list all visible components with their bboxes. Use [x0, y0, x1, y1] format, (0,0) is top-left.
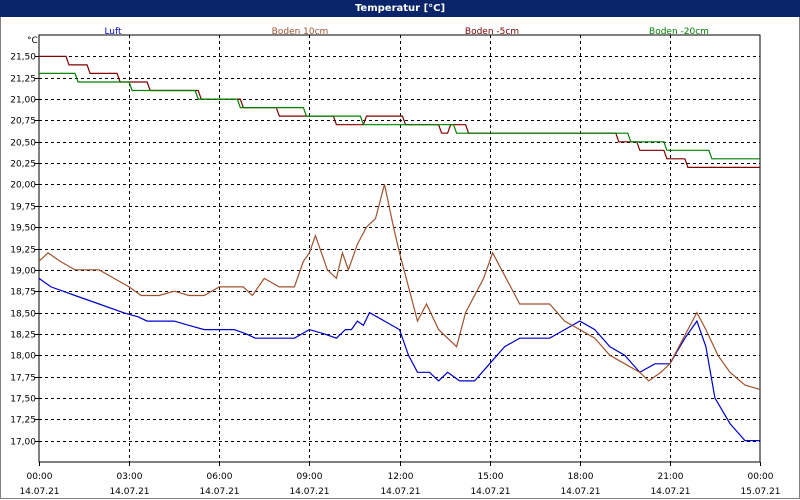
y-axis-label: °C	[27, 36, 38, 46]
y-tick-label: 21,25	[10, 75, 36, 85]
x-tick-time-label: 18:00	[568, 472, 594, 482]
y-tick-label: 21,00	[10, 96, 36, 106]
x-tick-date-label: 14.07.21	[560, 487, 600, 497]
x-tick-date-label: 14.07.21	[109, 487, 149, 497]
x-tick-time-label: 09:00	[297, 472, 323, 482]
y-tick-label: 20,75	[10, 117, 36, 127]
x-tick-date-label: 14.07.21	[650, 487, 690, 497]
y-tick-label: 19,75	[10, 203, 36, 213]
x-tick-time-label: 15:00	[478, 472, 504, 482]
y-tick-label: 17,75	[10, 374, 36, 384]
series-line-luft	[38, 277, 760, 442]
y-tick-label: 17,00	[10, 438, 36, 448]
window-title: Temperatur [°C]	[0, 0, 800, 17]
series-line-boden-5cm	[39, 55, 760, 168]
y-tick-label: 18,75	[10, 288, 36, 298]
y-tick-label: 20,25	[10, 160, 36, 170]
temperature-chart: 17,00 17,25 17,50 17,75 18,00 18,25 18,50 18,75…	[10, 27, 780, 497]
x-tick-time-label: 00:00	[748, 472, 774, 482]
y-tick-label: 17,25	[10, 416, 36, 426]
y-tick-label: 19,50	[10, 224, 36, 234]
x-tick-time-label: 06:00	[207, 472, 233, 482]
y-tick-label: 18,50	[10, 310, 36, 320]
x-tick-date-label: 14.07.21	[19, 487, 59, 497]
y-tick-label: 21,50	[10, 53, 36, 63]
x-tick-time-label: 03:00	[117, 472, 143, 482]
legend-entry-boden-20cm: Boden -20cm	[649, 27, 709, 37]
legend-entry-luft: Luft	[104, 27, 122, 37]
x-tick-time-label: 21:00	[658, 472, 684, 482]
x-tick-time-label: 12:00	[388, 472, 414, 482]
series-line-boden-10cm	[38, 184, 761, 390]
x-tick-date-label: 15.07.21	[740, 487, 780, 497]
legend-entry-boden-10cm: Boden 10cm	[272, 27, 329, 37]
x-tick-time-label: 00:00	[27, 472, 53, 482]
x-tick-date-label: 14.07.21	[380, 487, 420, 497]
y-tick-label: 17,50	[10, 395, 36, 405]
y-tick-label: 19,25	[10, 246, 36, 256]
y-tick-label: 20,00	[10, 181, 36, 191]
y-tick-label: 19,00	[10, 267, 36, 277]
y-tick-label: 20,50	[10, 139, 36, 149]
x-tick-date-label: 14.07.21	[470, 487, 510, 497]
series-line-boden-20cm	[39, 72, 760, 160]
y-tick-label: 18,25	[10, 331, 36, 341]
x-tick-date-label: 14.07.21	[289, 487, 329, 497]
legend-entry-boden-5cm: Boden -5cm	[465, 27, 519, 37]
y-tick-label: 18,00	[10, 352, 36, 362]
x-tick-date-label: 14.07.21	[199, 487, 239, 497]
chart-frame: 17,00 17,25 17,50 17,75 18,00 18,25 18,50 18,75…	[0, 17, 800, 499]
plot-area	[38, 34, 761, 463]
